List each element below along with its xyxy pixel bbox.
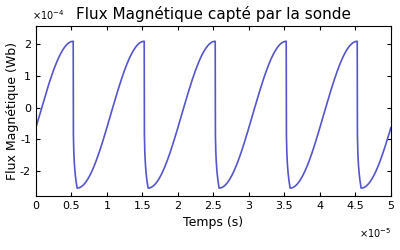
Y-axis label: Flux Magnétique (Wb): Flux Magnétique (Wb) (6, 42, 18, 180)
Text: $\times10^{-5}$: $\times10^{-5}$ (359, 227, 391, 240)
Text: $\times10^{-4}$: $\times10^{-4}$ (32, 8, 65, 22)
Title: Flux Magnétique capté par la sonde: Flux Magnétique capté par la sonde (76, 6, 351, 22)
X-axis label: Temps (s): Temps (s) (183, 216, 244, 230)
